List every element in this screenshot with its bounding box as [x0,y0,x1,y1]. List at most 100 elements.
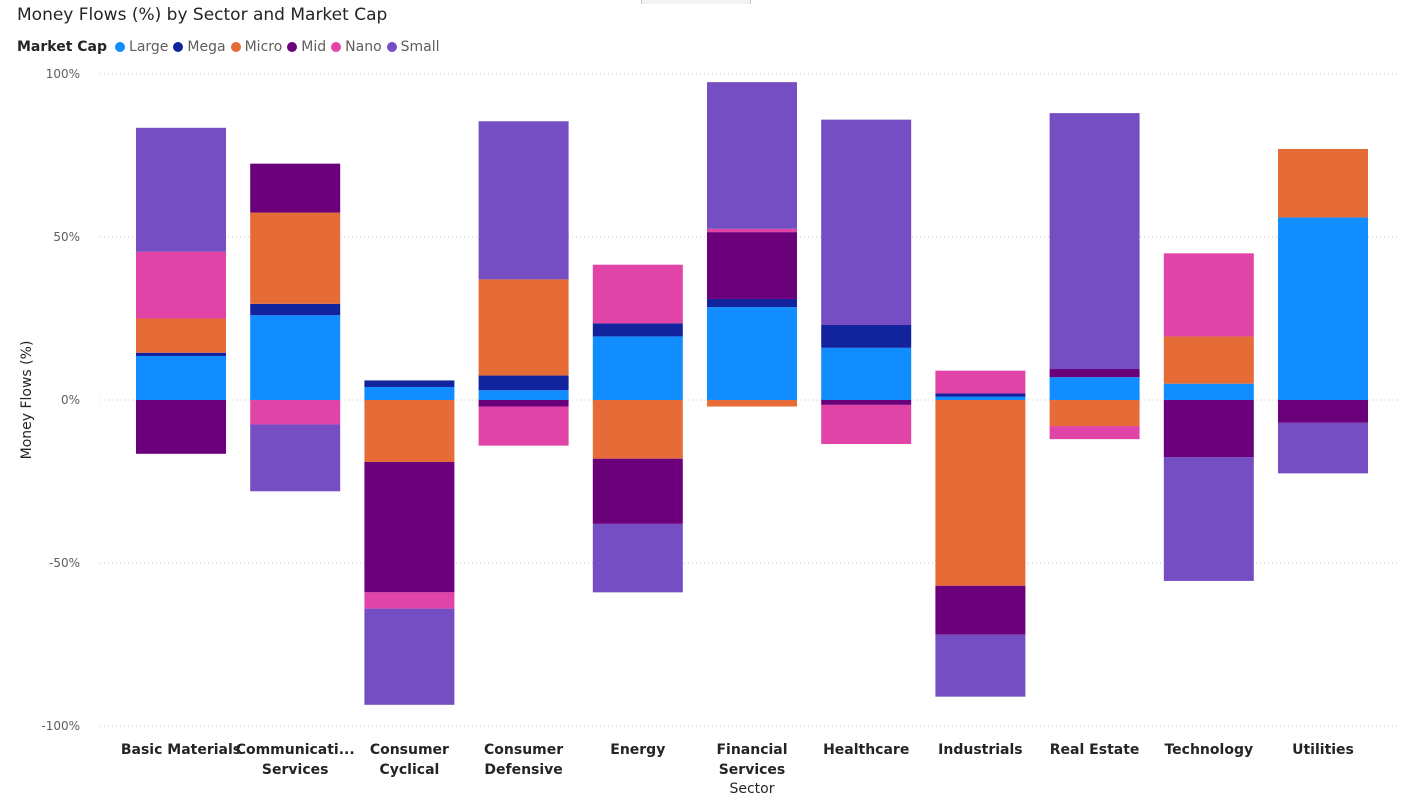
bar-segment-mid [478,400,569,407]
legend-dot-large [115,42,126,52]
bar-segment-micro [592,400,683,459]
legend-dot-small [386,42,397,52]
legend-dot-micro [230,42,241,52]
bar-segment-mid [935,585,1026,635]
bar-segment-mega [592,323,683,337]
legend-item-mega[interactable]: Mega [173,39,226,55]
y-tick-label: 0% [61,393,80,407]
bar-segment-nano [935,370,1026,394]
bar-segment-small [935,634,1026,697]
x-tick-label: Basic Materials [121,742,241,758]
bar-segment-large [707,307,797,400]
x-tick-label: Services [262,762,329,778]
bar-segment-small [478,121,569,280]
bar-segment-small [1163,457,1254,581]
x-tick-label: Real Estate [1050,742,1140,758]
legend-dot-mega [173,42,184,52]
bar-segment-nano [707,228,797,233]
y-tick-label: 100% [46,67,80,81]
bar-segment-mid [821,400,912,405]
bar-segment-small [1278,422,1368,474]
legend-item-small[interactable]: Small [386,39,440,55]
x-tick-label: Consumer [484,742,563,758]
bar-segment-mega [821,325,912,348]
bar-segment-nano [136,251,226,319]
bar-segment-micro [1163,336,1254,384]
legend-label-nano: Nano [345,39,382,55]
bar-segment-large [250,315,341,400]
legend-label-mega: Mega [187,39,226,55]
x-tick-label: Financial [716,742,787,758]
bar-segment-large [136,355,226,400]
x-axis-title: Sector [729,781,774,796]
bar-segment-nano [478,406,569,446]
y-tick-label: -50% [49,556,80,570]
legend-item-large[interactable]: Large [115,39,168,55]
bar-segment-small [136,127,226,252]
bar-segment-mega [935,393,1026,397]
legend: Market Cap Large Mega Micro Mid Nano Sma… [17,39,445,55]
bar-segment-micro [478,279,569,376]
bar-segment-small [250,424,341,492]
bar-segment-nano [250,400,341,425]
bar-segment-mid [707,232,797,299]
y-tick-label: -100% [41,719,80,733]
bar-segment-micro [136,318,226,353]
bar-segment-mid [136,400,226,454]
x-tick-label: Defensive [484,762,562,778]
bar-segment-small [821,119,912,326]
x-tick-label: Healthcare [823,742,909,758]
bar-segment-small [707,82,797,229]
bar-segment-mid [1049,369,1140,378]
bar-segment-large [935,396,1026,400]
y-tick-label: 50% [53,230,80,244]
bar-segment-mega [707,298,797,308]
bar-segment-nano [364,592,455,609]
bar-segment-large [821,347,912,400]
bar-segment-large [1049,377,1140,400]
bar-segment-nano [1163,253,1254,337]
bar-segment-mega [136,352,226,356]
x-tick-label: Consumer [370,742,449,758]
bar-segment-micro [250,212,341,304]
bar-segment-micro [935,400,1026,586]
bar-segment-large [364,386,455,400]
legend-label-small: Small [400,39,440,55]
bar-segment-mega [364,380,455,387]
bar-segment-mega [250,303,341,316]
legend-item-micro[interactable]: Micro [230,39,282,55]
bar-segment-small [1049,113,1140,370]
x-tick-label: Cyclical [379,762,439,778]
bar-segment-large [1163,383,1254,400]
x-tick-label: Utilities [1292,742,1354,758]
bar-segment-mid [1163,400,1254,458]
bar-segment-mega [478,375,569,391]
legend-label-large: Large [129,39,169,55]
x-tick-label: Services [719,762,786,778]
y-axis-title: Money Flows (%) [19,341,35,460]
bar-segment-large [478,390,569,400]
legend-label-mid: Mid [301,39,327,55]
legend-title: Market Cap [17,39,108,55]
bar-segment-large [1278,217,1368,400]
bar-segment-mid [364,461,455,593]
bar-segment-nano [821,404,912,445]
chart-title: Money Flows (%) by Sector and Market Cap [17,5,388,25]
bar-segment-micro [707,400,797,407]
bar-segment-mid [592,458,683,524]
x-tick-label: Energy [610,742,665,758]
bar-segment-mid [250,163,341,213]
legend-item-nano[interactable]: Nano [331,39,382,55]
x-tick-label: Technology [1164,742,1253,758]
bar-segment-mid [1278,400,1368,423]
legend-dot-nano [331,42,342,52]
x-tick-label: Communicati... [236,742,355,758]
top-tab-handle [641,0,751,4]
bar-segment-nano [1049,426,1140,440]
legend-item-mid[interactable]: Mid [287,39,326,55]
bar-segment-small [364,608,455,705]
bar-segment-large [592,336,683,400]
bar-segment-small [592,523,683,593]
bar-segment-micro [1049,400,1140,427]
